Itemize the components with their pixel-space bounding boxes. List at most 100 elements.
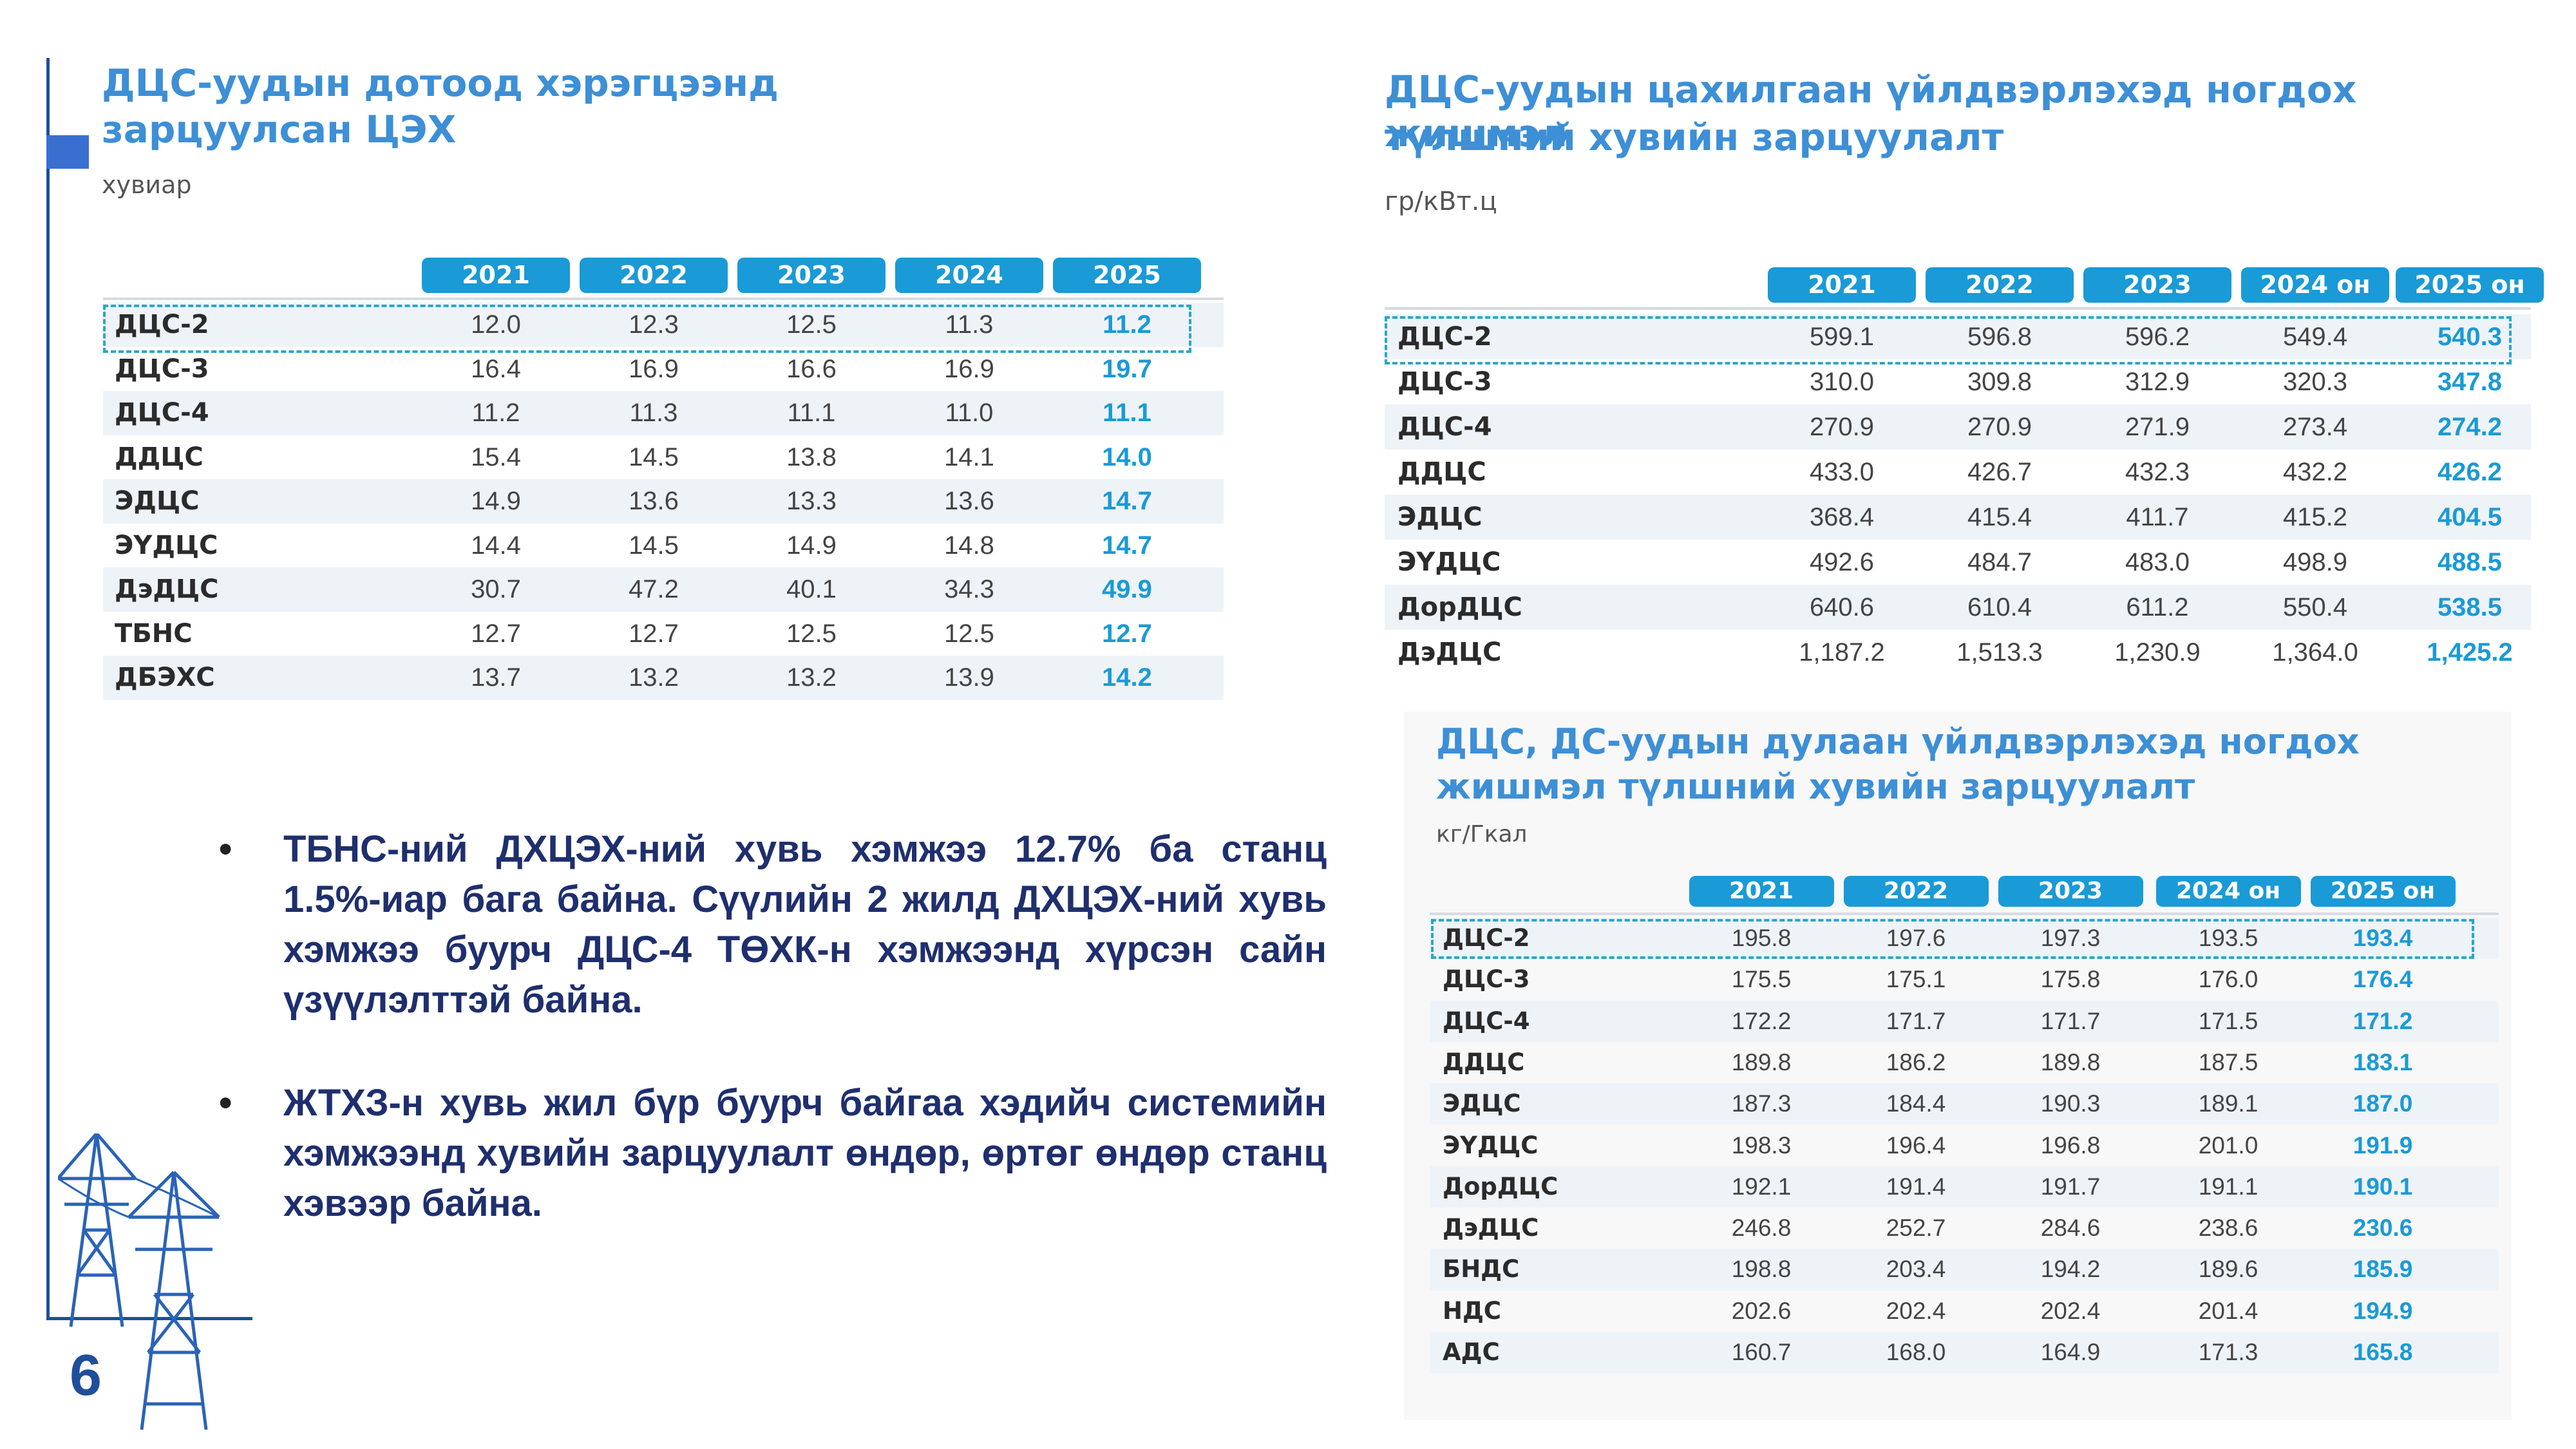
- row-label: ДБЭХС: [115, 663, 215, 692]
- row-value: 201.0: [2198, 1132, 2259, 1159]
- table-row: ДЦС-3 175.5 175.1 175.8 176.0 176.4: [1430, 959, 2499, 1000]
- row-label: ДэДЦС: [1443, 1214, 1539, 1242]
- table-row: ДЦС-2 12.0 12.3 12.5 11.3 11.2: [103, 303, 1224, 347]
- left-frame-line: [46, 58, 50, 1317]
- row-value: 550.4: [2282, 593, 2348, 621]
- row-value: 415.4: [1967, 503, 2032, 531]
- row-value: 1,364.0: [2272, 638, 2358, 667]
- table-row: ЭҮДЦС 14.4 14.5 14.9 14.8 14.7: [103, 524, 1224, 568]
- row-value: 12.3: [629, 310, 679, 339]
- panel2-header-divider: [1385, 307, 2531, 310]
- table-row: НДС 202.6 202.4 202.4 201.4 194.9: [1430, 1291, 2499, 1332]
- row-value: 175.8: [2040, 966, 2101, 993]
- row-value: 191.7: [2040, 1173, 2101, 1200]
- row-value: 274.2: [2437, 413, 2503, 441]
- panel-heat-fuel: ДЦС, ДС-уудын дулаан үйлдвэрлэхэд ногдох…: [1404, 712, 2512, 1420]
- row-label: ДЦС-4: [1443, 1007, 1530, 1035]
- row-value: 404.5: [2437, 503, 2503, 531]
- commentary-list: • ТБНС-ний ДХЦЭХ-ний хувь хэмжээ 12.7% ба…: [219, 824, 1327, 1282]
- row-value: 1,187.2: [1799, 638, 1885, 667]
- panel3-header-divider: [1430, 913, 2499, 915]
- row-value: 40.1: [786, 575, 837, 603]
- panel1-highlight-row: [103, 305, 1191, 353]
- row-label: ЭДЦС: [1397, 502, 1482, 532]
- row-value: 186.2: [1886, 1048, 1946, 1075]
- row-value: 16.9: [944, 354, 994, 383]
- row-value: 14.7: [1102, 487, 1152, 515]
- row-value: 191.9: [2353, 1132, 2413, 1159]
- row-value: 171.7: [1886, 1007, 1946, 1034]
- panel1-title-line1: ДЦС-уудын дотоод хэрэгцээнд: [102, 61, 779, 105]
- row-label: ЭДЦС: [115, 486, 200, 516]
- row-value: 492.6: [1809, 548, 1875, 576]
- row-value: 176.0: [2198, 966, 2259, 993]
- row-value: 610.4: [1967, 593, 2032, 621]
- column-header-4: 2025: [1053, 258, 1201, 293]
- row-value: 190.1: [2353, 1173, 2413, 1200]
- bottom-frame-line: [46, 1317, 252, 1320]
- row-label: ДЦС-4: [115, 398, 209, 428]
- row-value: 15.4: [471, 442, 521, 471]
- table-row: ЭҮДЦС 492.6 484.7 483.0 498.9 488.5: [1385, 540, 2531, 585]
- row-value: 47.2: [629, 575, 679, 603]
- row-value: 13.8: [786, 442, 837, 471]
- row-label: ЭҮДЦС: [115, 530, 218, 560]
- row-value: 198.3: [1731, 1132, 1792, 1159]
- row-value: 13.9: [944, 663, 994, 692]
- row-value: 165.8: [2353, 1339, 2413, 1365]
- panel3-background: [1404, 712, 2512, 1420]
- row-value: 191.4: [1886, 1173, 1946, 1200]
- panel2-unit: гр/кВт.ц: [1385, 187, 1497, 216]
- row-value: 197.6: [1886, 925, 1946, 951]
- row-value: 11.1: [1103, 399, 1151, 427]
- column-header-2: 2023: [1998, 876, 2143, 907]
- row-value: 201.4: [2198, 1297, 2259, 1324]
- commentary-item: • ТБНС-ний ДХЦЭХ-ний хувь хэмжээ 12.7% ба…: [219, 828, 1327, 1021]
- row-value: 12.5: [944, 619, 994, 648]
- table-row: ДорДЦС 640.6 610.4 611.2 550.4 538.5: [1385, 585, 2531, 630]
- panel-internal-use: ДЦС-уудын дотоод хэрэгцээнд зарцуулсан Ц…: [97, 61, 1230, 718]
- row-value: 49.9: [1102, 575, 1152, 603]
- column-header-0: 2021: [1768, 267, 1916, 303]
- row-value: 184.4: [1886, 1090, 1946, 1117]
- row-value: 238.6: [2198, 1215, 2259, 1242]
- row-value: 13.6: [629, 487, 679, 515]
- table-row: ДДЦС 189.8 186.2 189.8 187.5 183.1: [1430, 1042, 2499, 1083]
- row-value: 197.3: [2040, 925, 2101, 951]
- table-row: ДэДЦС 30.7 47.2 40.1 34.3 49.9: [103, 567, 1224, 612]
- row-value: 175.5: [1731, 966, 1792, 993]
- row-value: 189.8: [2040, 1048, 2101, 1075]
- row-value: 171.2: [2353, 1007, 2413, 1034]
- row-value: 432.3: [2125, 458, 2190, 486]
- row-label: ДорДЦС: [1397, 592, 1522, 622]
- table-row: ДДЦС 433.0 426.7 432.3 432.2 426.2: [1385, 450, 2531, 495]
- row-value: 540.3: [2437, 323, 2503, 351]
- row-label: БНДС: [1443, 1255, 1520, 1283]
- row-value: 14.2: [1102, 663, 1152, 692]
- row-value: 13.3: [786, 487, 837, 515]
- row-value: 171.7: [2040, 1007, 2101, 1034]
- row-value: 187.5: [2198, 1048, 2259, 1075]
- row-value: 549.4: [2282, 323, 2348, 351]
- column-header-4: 2025 он: [2396, 267, 2544, 303]
- table-row: ЭДЦС 368.4 415.4 411.7 415.2 404.5: [1385, 495, 2531, 540]
- row-value: 185.9: [2353, 1256, 2413, 1283]
- table-row: ДорДЦС 192.1 191.4 191.7 191.1 190.1: [1430, 1166, 2499, 1208]
- panel3-title-line2: жишмэл түлшний хувийн зарцуулалт: [1436, 766, 2195, 807]
- row-value: 432.2: [2282, 458, 2348, 486]
- panel3-header: 2021 2022 2023 2024 он 2025 он: [1404, 876, 2512, 908]
- row-value: 252.7: [1886, 1215, 1946, 1242]
- row-label: ДДЦС: [1397, 457, 1486, 487]
- row-value: 271.9: [2125, 413, 2190, 441]
- row-value: 171.5: [2198, 1007, 2259, 1034]
- table-row: ДэДЦС 1,187.2 1,513.3 1,230.9 1,364.0 1,425.2: [1385, 630, 2531, 675]
- row-value: 189.8: [1731, 1048, 1792, 1075]
- row-value: 1,230.9: [2114, 638, 2201, 667]
- column-header-2: 2023: [737, 258, 886, 293]
- column-header-3: 2024 он: [2241, 267, 2389, 303]
- row-value: 11.2: [471, 399, 520, 427]
- row-value: 193.5: [2198, 925, 2259, 951]
- column-header-1: 2022: [1843, 876, 1989, 907]
- row-value: 483.0: [2125, 548, 2190, 576]
- row-label: ДДЦС: [115, 442, 204, 472]
